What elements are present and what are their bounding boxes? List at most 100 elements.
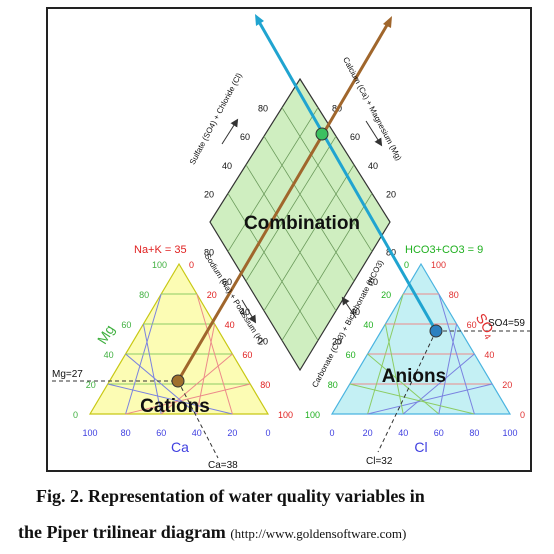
hco3-tick: 60 [346, 350, 356, 360]
caption-line-2: the Piper trilinear diagram (http://www.… [18, 522, 554, 543]
diamond-grid [227, 107, 373, 341]
ca-tick: 100 [82, 428, 97, 438]
mg-tick: 60 [121, 320, 131, 330]
nak-tick: 60 [242, 350, 252, 360]
cl-tick: 60 [434, 428, 444, 438]
grid-line [367, 383, 493, 415]
blue-projection-line [256, 19, 438, 332]
reading-lines [52, 330, 530, 459]
nak-tick: 0 [189, 260, 194, 270]
ca-value-label: Ca=38 [208, 460, 238, 471]
cation-triangle [88, 262, 270, 415]
grid-line [227, 107, 319, 252]
hco3-tick: 20 [381, 290, 391, 300]
ca-tick: 40 [192, 428, 202, 438]
cation-triangle-shape [88, 262, 270, 415]
mg-value-label: Mg=27 [52, 369, 83, 380]
diamond-tick: 60 [240, 132, 250, 142]
diamond-point [315, 127, 329, 141]
combination-label: Combination [244, 213, 360, 234]
cl-value-label: Cl=32 [366, 456, 393, 467]
anion-point [429, 324, 443, 338]
caption-line-1: Fig. 2. Representation of water quality … [36, 486, 425, 506]
so4-tick: 80 [449, 290, 459, 300]
hco3-tick: 80 [328, 380, 338, 390]
mg-tick: 20 [86, 380, 96, 390]
diamond-tick: 40 [368, 161, 378, 171]
diamond-tick: 60 [350, 132, 360, 142]
so4-tick: 20 [502, 380, 512, 390]
ca-tick: 0 [265, 428, 270, 438]
ca-tick: 20 [227, 428, 237, 438]
grid-line [349, 383, 475, 415]
mg-tick: 80 [139, 290, 149, 300]
cation-point [171, 374, 185, 388]
mg-tick: 40 [104, 350, 114, 360]
cl-tick: 40 [398, 428, 408, 438]
hco3-tick: 40 [363, 320, 373, 330]
so4-tick: 60 [467, 320, 477, 330]
brown-arrowhead [383, 16, 392, 28]
grid-line [281, 193, 373, 341]
so4-value-label: SO4=59 [488, 318, 525, 329]
grid-line [263, 164, 355, 312]
blue-arrowhead [255, 14, 264, 26]
mg-tick: 0 [73, 410, 78, 420]
diamond-tick: 20 [386, 189, 396, 199]
caption-line-2-text: the Piper trilinear diagram [18, 522, 226, 542]
grid-line [107, 383, 233, 415]
grid-line [142, 323, 162, 415]
cl-axis-label: Cl [414, 439, 427, 455]
cation-grid [107, 293, 251, 415]
grid-line [402, 353, 475, 415]
grid-line [281, 107, 373, 252]
arrow-sulfate [221, 118, 239, 145]
grid-line [196, 323, 216, 415]
diamond-tick: 20 [204, 189, 214, 199]
grid-line [196, 293, 233, 415]
cations-label: Cations [140, 396, 210, 417]
so4-axis-sub: 4 [482, 332, 493, 342]
nak-tick: 40 [225, 320, 235, 330]
grid-line [263, 135, 355, 282]
mg-tick: 100 [152, 260, 167, 270]
grid-line [367, 353, 440, 415]
diamond-tick: 20 [258, 336, 268, 346]
grid-line [384, 323, 404, 415]
combination-diamond [209, 77, 391, 372]
diamond-tick: 60 [222, 277, 232, 287]
ca-reading-line [177, 380, 219, 459]
grid-line [227, 193, 319, 341]
hco3-tick: 100 [305, 410, 320, 420]
na-k-label: Na+K = 35 [134, 244, 187, 256]
anion-triangle [330, 262, 512, 415]
cl-tick: 20 [363, 428, 373, 438]
grid-line [438, 293, 475, 415]
grid-line [438, 323, 458, 415]
nak-tick: 80 [260, 380, 270, 390]
anion-grid [349, 293, 493, 415]
diamond-tick: 60 [368, 277, 378, 287]
diamond-shape [209, 77, 391, 372]
ca-tick: 80 [121, 428, 131, 438]
anion-triangle-shape [330, 262, 512, 415]
arrow-carbonate [341, 296, 357, 319]
nak-tick: 100 [278, 410, 293, 420]
cl-tick: 0 [329, 428, 334, 438]
cl-reading-line [377, 330, 437, 453]
arrow-sodium [241, 299, 257, 324]
so4-tick: 40 [484, 350, 494, 360]
diamond-tick: 40 [240, 307, 250, 317]
diamond-tick: 80 [204, 248, 214, 258]
cl-tick: 100 [502, 428, 517, 438]
cl-tick: 80 [469, 428, 479, 438]
arrow-calcium [365, 120, 383, 147]
grid-line [125, 353, 198, 415]
grid-line [245, 135, 337, 282]
hco3-co3-label: HCO3+CO3 = 9 [405, 244, 483, 256]
grid-line [125, 383, 251, 415]
grid-line [160, 353, 233, 415]
hco3-tick: 0 [404, 260, 409, 270]
